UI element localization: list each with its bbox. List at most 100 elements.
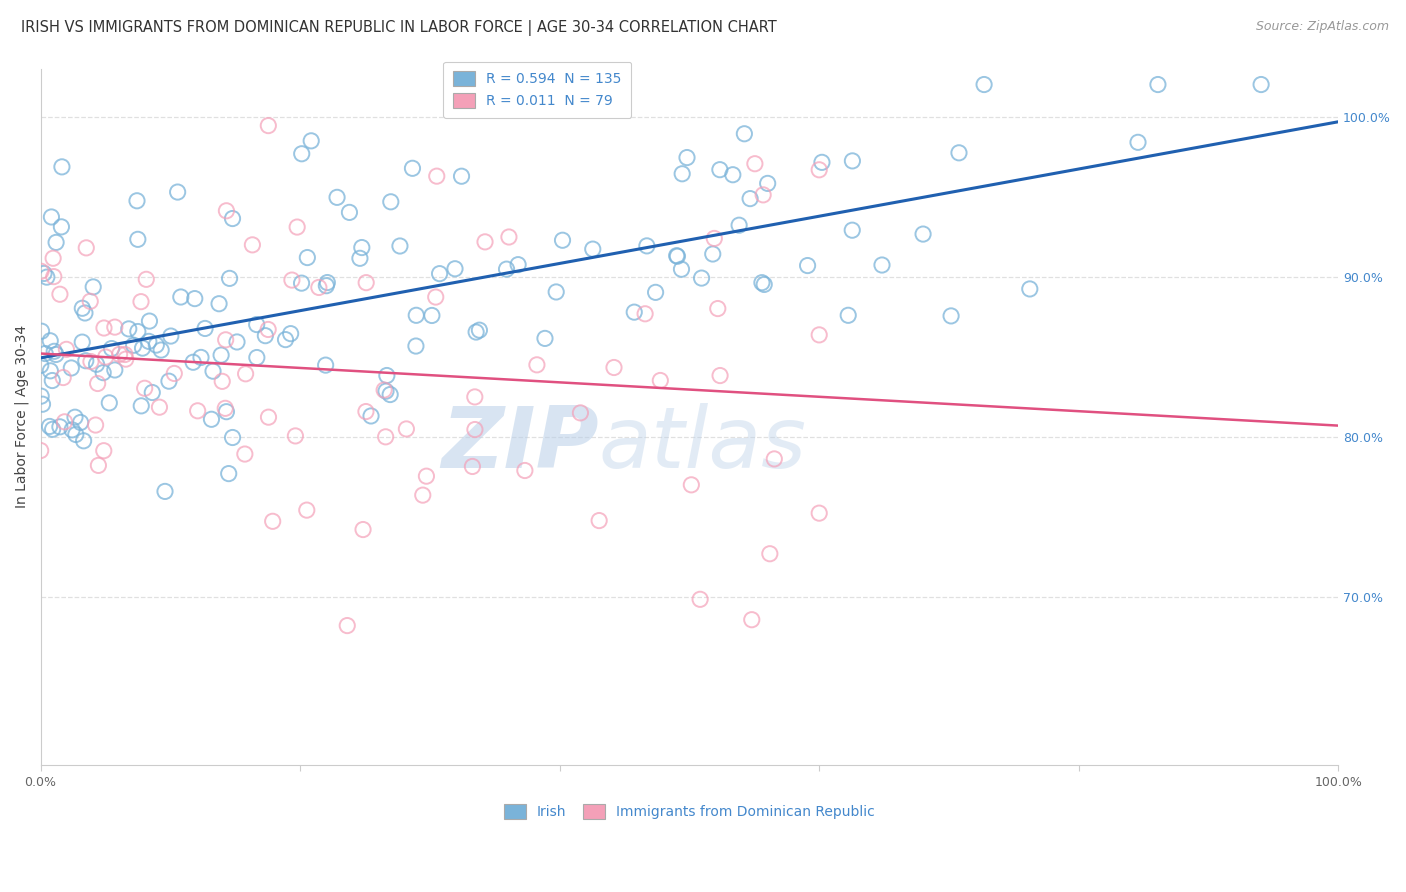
Point	[644, 285, 666, 300]
Point	[464, 423, 486, 437]
Point	[153, 484, 176, 499]
Point	[215, 405, 238, 419]
Point	[474, 235, 496, 249]
Point	[262, 514, 284, 528]
Point	[666, 249, 689, 263]
Point	[690, 271, 713, 285]
Point	[60, 423, 83, 437]
Point	[51, 219, 73, 234]
Point	[60, 361, 83, 376]
Point	[181, 355, 204, 369]
Point	[70, 335, 93, 350]
Point	[63, 410, 86, 425]
Point	[31, 324, 53, 338]
Point	[108, 347, 131, 361]
Point	[939, 309, 962, 323]
Point	[202, 364, 225, 378]
Point	[127, 325, 149, 339]
Point	[87, 458, 110, 473]
Point	[209, 348, 232, 362]
Text: Source: ZipAtlas.com: Source: ZipAtlas.com	[1256, 20, 1389, 33]
Point	[98, 396, 121, 410]
Point	[405, 339, 427, 353]
Point	[214, 401, 236, 416]
Point	[841, 223, 863, 237]
Point	[75, 241, 97, 255]
Point	[751, 276, 773, 290]
Point	[841, 153, 863, 168]
Point	[354, 404, 377, 418]
Point	[426, 169, 449, 183]
Point	[39, 364, 62, 378]
Point	[676, 151, 699, 165]
Point	[634, 307, 657, 321]
Point	[34, 346, 56, 360]
Point	[52, 370, 75, 384]
Point	[166, 185, 188, 199]
Point	[215, 333, 238, 347]
Text: IRISH VS IMMIGRANTS FROM DOMINICAN REPUBLIC IN LABOR FORCE | AGE 30-34 CORRELATI: IRISH VS IMMIGRANTS FROM DOMINICAN REPUB…	[21, 20, 778, 36]
Point	[395, 422, 418, 436]
Point	[184, 292, 207, 306]
Point	[741, 613, 763, 627]
Point	[498, 230, 520, 244]
Point	[709, 368, 731, 383]
Point	[127, 232, 149, 246]
Point	[671, 262, 693, 277]
Point	[671, 167, 693, 181]
Point	[689, 592, 711, 607]
Point	[281, 273, 304, 287]
Point	[104, 363, 127, 377]
Point	[526, 358, 548, 372]
Point	[709, 162, 731, 177]
Point	[242, 238, 264, 252]
Text: ZIP: ZIP	[441, 403, 599, 486]
Point	[375, 368, 398, 383]
Point	[221, 211, 243, 226]
Point	[450, 169, 472, 184]
Point	[308, 280, 330, 294]
Point	[636, 239, 658, 253]
Point	[315, 278, 337, 293]
Point	[703, 231, 725, 245]
Point	[122, 338, 145, 352]
Point	[380, 194, 402, 209]
Point	[129, 294, 152, 309]
Point	[546, 285, 568, 299]
Point	[235, 367, 257, 381]
Point	[588, 514, 610, 528]
Point	[665, 249, 688, 263]
Point	[299, 134, 322, 148]
Point	[131, 341, 153, 355]
Point	[215, 203, 238, 218]
Point	[148, 400, 170, 414]
Legend: Irish, Immigrants from Dominican Republic: Irish, Immigrants from Dominican Republi…	[498, 798, 880, 824]
Point	[702, 247, 724, 261]
Point	[405, 308, 427, 322]
Y-axis label: In Labor Force | Age 30-34: In Labor Force | Age 30-34	[15, 326, 30, 508]
Point	[569, 406, 592, 420]
Point	[551, 233, 574, 247]
Point	[118, 322, 141, 336]
Point	[291, 146, 314, 161]
Point	[200, 412, 222, 426]
Point	[444, 261, 467, 276]
Point	[72, 434, 94, 448]
Point	[420, 309, 443, 323]
Point	[233, 447, 256, 461]
Point	[39, 334, 62, 348]
Point	[582, 242, 605, 256]
Point	[468, 323, 491, 337]
Point	[412, 488, 434, 502]
Point	[41, 422, 63, 436]
Point	[681, 478, 703, 492]
Point	[461, 459, 484, 474]
Point	[808, 162, 831, 177]
Point	[316, 276, 339, 290]
Point	[84, 418, 107, 433]
Point	[145, 338, 167, 352]
Point	[415, 469, 437, 483]
Point	[93, 321, 115, 335]
Point	[429, 267, 451, 281]
Point	[86, 376, 108, 391]
